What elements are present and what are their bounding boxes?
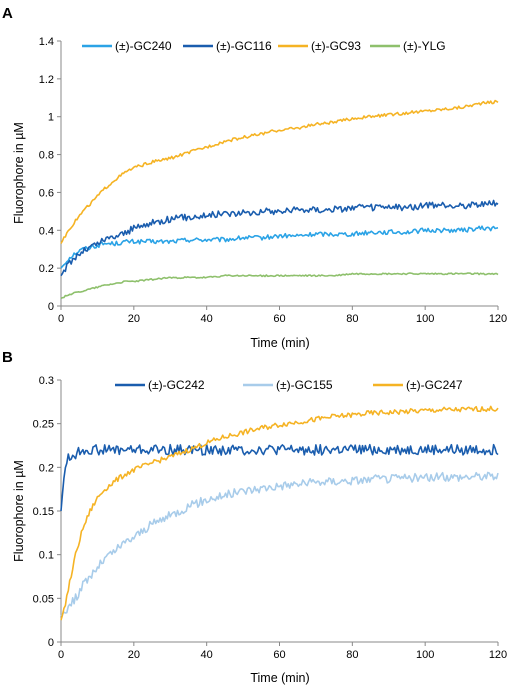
y-tick-label: 1 [48, 112, 54, 124]
series-line-gc116 [60, 199, 499, 277]
x-tick-label: 0 [58, 313, 64, 325]
legend-b: (±)-GC242 (±)-GC155 (±)-GC247 [115, 378, 463, 392]
legend-label: (±)-GC155 [276, 378, 333, 392]
panel-label-b: B [2, 349, 13, 366]
y-tick-label: 0.2 [39, 263, 54, 275]
chart-panel-b: B Fluorophore in µM Time (min) 00.050.10… [2, 349, 507, 685]
x-tick-label: 60 [273, 649, 285, 661]
chart-panel-a: A Fluorophore in µM Time (min) 0 0.2 0.4 0.… [2, 5, 507, 350]
x-tick-label: 120 [489, 649, 507, 661]
series-line-gc93 [60, 99, 499, 244]
y-tick-label: 0.1 [39, 550, 54, 562]
y-axis-title-b: Fluorophore in µM [12, 460, 26, 562]
axes-a [57, 40, 499, 310]
x-axis-title-b: Time (min) [250, 671, 309, 685]
series-lines-b [60, 405, 499, 621]
x-tick-label: 100 [416, 649, 434, 661]
legend-label: (±)-GC242 [148, 378, 205, 392]
series-line-ylg [60, 272, 499, 300]
x-axis-title-a: Time (min) [250, 336, 309, 350]
y-tick-label: 0.05 [33, 593, 54, 605]
legend-label: (±)-GC247 [406, 378, 463, 392]
y-tick-label: 0.15 [33, 506, 54, 518]
y-tick-label: 0 [48, 301, 54, 313]
x-tick-label: 80 [346, 649, 358, 661]
series-lines-a [60, 99, 499, 300]
x-tick-label: 100 [416, 313, 434, 325]
series-line-gc155 [60, 471, 499, 617]
panel-label-a: A [2, 5, 13, 22]
x-tick-label: 40 [201, 649, 213, 661]
y-tick-label: 0.3 [39, 375, 54, 387]
legend-label: (±)-YLG [403, 39, 446, 53]
legend-label: (±)-GC240 [115, 39, 172, 53]
y-tick-label: 0.4 [39, 225, 54, 237]
tick-labels-b: 0 0.05 0.1 0.15 0.2 0.25 0.3 0 20 40 60 80 100 120 [33, 375, 508, 661]
series-line-gc240 [60, 225, 499, 269]
x-tick-label: 20 [128, 313, 140, 325]
y-tick-label: 1.4 [39, 36, 54, 48]
axes-b [57, 379, 499, 646]
series-line-gc247 [60, 405, 499, 621]
x-tick-label: 40 [201, 313, 213, 325]
x-tick-label: 20 [128, 649, 140, 661]
tick-labels-a: 0 0.2 0.4 0.6 0.8 1 1.2 1.4 0 20 40 60 80 100 120 [39, 36, 507, 325]
legend-label: (±)-GC93 [311, 39, 361, 53]
y-tick-label: 0.6 [39, 187, 54, 199]
y-tick-label: 1.2 [39, 74, 54, 86]
y-tick-label: 0 [48, 637, 54, 649]
x-tick-label: 60 [273, 313, 285, 325]
y-tick-label: 0.25 [33, 419, 54, 431]
y-tick-label: 0.8 [39, 150, 54, 162]
x-tick-label: 0 [58, 649, 64, 661]
x-tick-label: 80 [346, 313, 358, 325]
series-line-gc242 [60, 443, 499, 512]
legend-label: (±)-GC116 [216, 39, 272, 53]
y-tick-label: 0.2 [39, 462, 54, 474]
x-tick-label: 120 [489, 313, 507, 325]
legend-a: (±)-GC240 (±)-GC116 (±)-GC93 (±)-YLG [82, 39, 446, 53]
y-axis-title-a: Fluorophore in µM [12, 122, 26, 224]
